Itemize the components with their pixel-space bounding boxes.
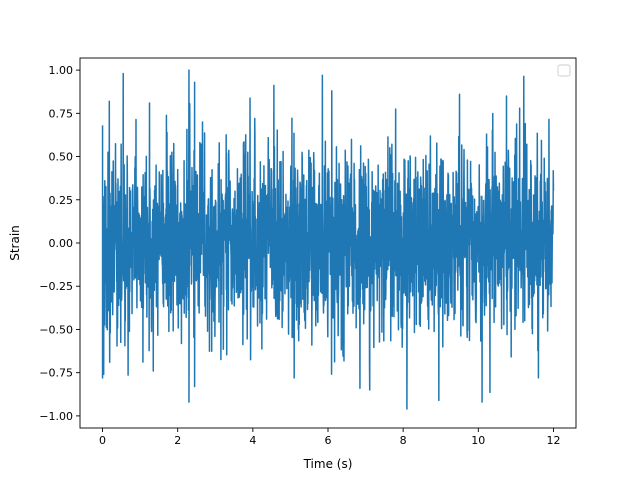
y-tick-label: 0.25 bbox=[49, 194, 74, 207]
y-axis: −1.00 −0.75 −0.50 −0.25 0.00 0.25 0.50 0.75 1.00 bbox=[39, 64, 80, 423]
series-line bbox=[101, 69, 555, 410]
y-tick-label: 0.50 bbox=[49, 151, 74, 164]
legend-box[interactable] bbox=[557, 64, 571, 77]
x-tick-label: 12 bbox=[546, 434, 560, 447]
y-tick-label: −1.00 bbox=[39, 410, 73, 423]
x-tick-label: 4 bbox=[249, 434, 256, 447]
y-tick-label: −0.50 bbox=[39, 323, 73, 336]
x-axis: 0 2 4 6 8 10 12 bbox=[99, 428, 560, 447]
series-layer bbox=[101, 69, 555, 410]
x-axis-label: Time (s) bbox=[303, 457, 353, 471]
x-tick-label: 10 bbox=[471, 434, 485, 447]
x-tick-label: 0 bbox=[99, 434, 106, 447]
x-tick-label: 6 bbox=[325, 434, 332, 447]
y-tick-label: 1.00 bbox=[49, 64, 74, 77]
y-axis-label: Strain bbox=[8, 225, 22, 261]
y-tick-label: 0.75 bbox=[49, 107, 74, 120]
y-tick-label: 0.00 bbox=[49, 237, 74, 250]
x-tick-label: 8 bbox=[400, 434, 407, 447]
x-tick-label: 2 bbox=[174, 434, 181, 447]
y-tick-label: −0.25 bbox=[39, 280, 73, 293]
y-tick-label: −0.75 bbox=[39, 367, 73, 380]
